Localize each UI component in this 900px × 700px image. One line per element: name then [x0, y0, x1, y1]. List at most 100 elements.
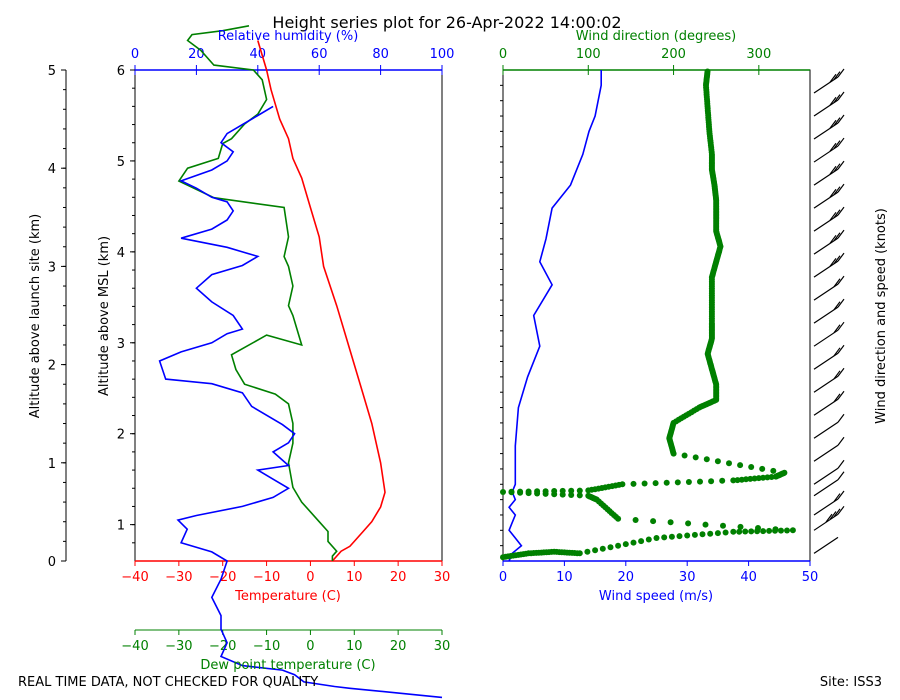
wind-barb-staff — [813, 76, 839, 94]
wind-dir-point — [592, 547, 599, 554]
wind-dir-point — [638, 538, 645, 545]
wind-dir-tick-label: 300 — [746, 47, 771, 62]
barbs-axis-label: Wind direction and speed (knots) — [874, 208, 889, 424]
wind-barb-staff — [813, 467, 839, 485]
wind-dir-point — [576, 550, 583, 557]
rh-tick-label: 80 — [372, 47, 389, 62]
wind-barb-flag — [833, 140, 841, 150]
wind-barb-flag — [833, 94, 841, 103]
wind-barb-flag — [837, 413, 845, 423]
wind-barb-staff — [813, 168, 839, 186]
wind-barb-flag — [833, 232, 841, 242]
wind-dir-point — [734, 477, 741, 484]
wind-dir-point — [584, 548, 591, 555]
wind-dir-point — [702, 521, 709, 528]
wind-dir-point — [737, 523, 744, 530]
wind-barb-staff — [813, 421, 839, 439]
agl-tick-label: 2 — [48, 359, 56, 374]
wind-barb-flag — [833, 324, 841, 334]
wind-barb — [813, 390, 845, 416]
wind-dir-point — [681, 452, 688, 459]
wind-dir-point — [568, 487, 575, 494]
series-dewpoint-line — [177, 25, 338, 561]
rh-tick-label: 0 — [131, 47, 139, 62]
wind-barb — [813, 298, 845, 324]
wind-dir-point — [697, 478, 703, 485]
wind-barb-flag — [837, 229, 845, 239]
wind-barb-staff — [813, 329, 839, 347]
footer-site: Site: ISS3 — [820, 675, 882, 690]
wind-barb-flag — [833, 301, 841, 311]
wind-barb-flag — [833, 393, 841, 403]
wind-barb — [813, 459, 845, 485]
wind-dir-point — [630, 539, 637, 546]
wind-barb-flag — [837, 490, 845, 500]
wind-dir-point — [692, 454, 699, 461]
wind-barb-staff — [813, 498, 839, 516]
dewpoint-tick-label: −20 — [209, 639, 236, 654]
wind-barb-flag — [829, 511, 837, 520]
wind-speed-tick-label: 30 — [679, 570, 696, 585]
wind-barb-staff — [813, 536, 839, 554]
wind-barb-flag — [833, 71, 841, 80]
wind-dir-point — [663, 479, 670, 486]
rh-tick-label: 60 — [311, 47, 328, 62]
temperature-tick-label: 20 — [390, 570, 407, 585]
wind-dir-point — [736, 528, 743, 535]
wind-dir-point — [559, 487, 566, 494]
wind-barb-flag — [829, 73, 837, 83]
wind-dir-point — [707, 530, 714, 537]
wind-barb-flag — [837, 505, 845, 515]
rh-tick-label: 100 — [430, 47, 455, 62]
wind-dir-point — [641, 480, 648, 487]
temperature-tick-label: 30 — [434, 570, 451, 585]
wind-dir-point — [645, 536, 652, 543]
wind-dir-point — [755, 525, 761, 531]
rh-tick-label: 40 — [250, 47, 267, 62]
wind-barb-staff — [813, 214, 839, 232]
dewpoint-tick-label: −30 — [165, 639, 192, 654]
wind-dir-point — [778, 527, 784, 534]
wind-dir-point — [743, 476, 749, 483]
dewpoint-axis-label: Dew point temperature (C) — [200, 658, 375, 673]
wind-dir-point — [630, 480, 637, 487]
wind-dir-point — [720, 522, 726, 529]
msl-tick-label: 2 — [117, 428, 125, 443]
wind-barb-flag — [833, 209, 841, 219]
wind-barb-staff — [813, 283, 839, 301]
wind-plot-area — [502, 69, 811, 562]
wind-dir-point — [668, 533, 675, 540]
wind-dir-point — [599, 545, 606, 552]
wind-dir-point — [525, 488, 532, 495]
wind-barb-staff — [813, 444, 839, 462]
wind-dir-point — [607, 544, 614, 551]
wind-barb — [813, 206, 845, 232]
wind-barb — [813, 505, 845, 531]
wind-barb-staff — [813, 352, 839, 370]
wind-barb — [813, 183, 845, 209]
wind-barb — [813, 490, 845, 516]
wind-barb-staff — [813, 479, 839, 497]
wind-dir-point — [708, 478, 715, 485]
wind-barb-flag — [829, 234, 837, 244]
wind-dir-point — [703, 456, 710, 463]
dewpoint-tick-label: −40 — [121, 639, 148, 654]
wind-dir-tick-label: 0 — [499, 47, 507, 62]
wind-dir-tick-label: 100 — [576, 47, 601, 62]
series-wind-speed-line — [508, 70, 603, 562]
wind-dir-point — [534, 488, 541, 495]
wind-speed-tick-label: 40 — [740, 570, 757, 585]
wind-dir-point — [747, 475, 754, 482]
wind-dir-point — [742, 528, 749, 535]
wind-speed-tick-label: 10 — [556, 570, 573, 585]
wind-dir-point — [650, 518, 657, 525]
wind-dir-point — [737, 462, 744, 469]
thermo-plot-area — [134, 69, 443, 562]
wind-barb — [813, 68, 845, 94]
wind-dir-point — [699, 531, 706, 538]
wind-dir-point — [661, 534, 668, 541]
wind-barb-flag — [833, 186, 841, 196]
wind-barb-flag — [837, 436, 845, 446]
wind-speed-axis-label: Wind speed (m/s) — [599, 589, 713, 604]
wind-barb — [813, 229, 845, 255]
